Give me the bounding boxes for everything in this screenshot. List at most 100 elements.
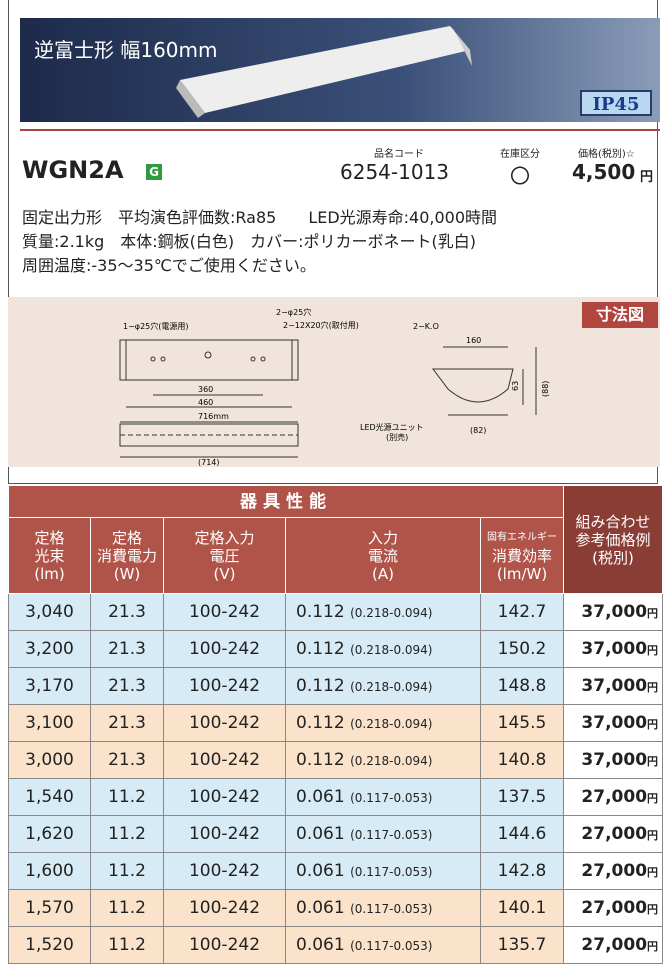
cell: 100-242 <box>163 741 286 779</box>
cell: 3,170 <box>8 667 91 705</box>
cell: 0.112 (0.218-0.094) <box>285 593 481 631</box>
frame <box>8 0 658 484</box>
cell: 1,520 <box>8 926 91 964</box>
cell: 100-242 <box>163 926 286 964</box>
price: 37,000 <box>581 750 648 770</box>
note: LED光源ユニット <box>360 422 424 432</box>
banner <box>20 18 660 122</box>
cell: 100-242 <box>163 704 286 742</box>
price-cell: 37,000円 <box>563 667 664 705</box>
price-label: 価格(税別)☆ <box>578 149 635 160</box>
cell: 140.1 <box>479 889 565 927</box>
cell: 0.112 (0.218-0.094) <box>285 667 481 705</box>
current: 0.061 <box>296 935 345 955</box>
cell: 1,540 <box>8 778 91 816</box>
price: 27,000 <box>581 861 648 881</box>
column-header: 固有エネルギー 消費効率 (lm/W) <box>479 517 565 594</box>
green-mark: G <box>146 164 162 180</box>
note: (82) <box>470 426 486 435</box>
current: 0.061 <box>296 824 345 844</box>
price-cell: 27,000円 <box>563 889 664 927</box>
price-header: 組み合わせ 参考価格例 (税別) <box>563 485 664 594</box>
note: (別売) <box>386 432 408 442</box>
diagram-label: 寸法図 <box>582 302 658 328</box>
column-header: 定格 消費電力 (W) <box>90 517 164 594</box>
badge: IP45 <box>580 90 652 116</box>
row: 1,570 11.2 100-242 0.061 (0.117-0.053) 140.1… <box>8 889 664 927</box>
price-cell: 37,000円 <box>563 704 664 742</box>
column-header: 入力 電流 (A) <box>285 517 481 594</box>
cell: 0.112 (0.218-0.094) <box>285 704 481 742</box>
column-header: 定格 光束 (lm) <box>8 517 91 594</box>
title: 逆富士形 幅160mm <box>34 38 218 62</box>
description: 周囲温度:-35～35℃でご使用ください。 <box>22 256 316 275</box>
price-cell: 27,000円 <box>563 778 664 816</box>
row: 3,040 21.3 100-242 0.112 (0.218-0.094) 142.7… <box>8 593 664 631</box>
row: 1,540 11.2 100-242 0.061 (0.117-0.053) 137.5… <box>8 778 664 816</box>
description: 固定出力形 平均演色評価数:Ra85 LED光源寿命:40,000時間 <box>22 208 498 227</box>
cell: 137.5 <box>479 778 565 816</box>
current: 0.112 <box>296 639 345 659</box>
note: 2−φ25穴 <box>276 307 311 317</box>
current-range: (0.117-0.053) <box>350 939 433 953</box>
cell: 3,200 <box>8 630 91 668</box>
cell: 1,570 <box>8 889 91 927</box>
cell: 100-242 <box>163 630 286 668</box>
current: 0.112 <box>296 602 345 622</box>
cell: 3,000 <box>8 741 91 779</box>
cell: 21.3 <box>90 704 164 742</box>
header-line: 消費電力 <box>96 546 157 565</box>
cell: 11.2 <box>90 889 164 927</box>
note: 63 <box>511 381 520 391</box>
header-line: (A) <box>372 564 394 583</box>
code: 6254-1013 <box>340 160 450 184</box>
cell: 11.2 <box>90 852 164 890</box>
row: 1,600 11.2 100-242 0.061 (0.117-0.053) 142.8… <box>8 852 664 890</box>
price: 27,000 <box>581 898 648 918</box>
cell: 100-242 <box>163 815 286 853</box>
yen: 円 <box>647 607 659 620</box>
cell: 0.061 (0.117-0.053) <box>285 889 481 927</box>
cell: 142.7 <box>479 593 565 631</box>
cell: 0.061 (0.117-0.053) <box>285 852 481 890</box>
price-cell: 37,000円 <box>563 741 664 779</box>
cell: 21.3 <box>90 741 164 779</box>
cell: 21.3 <box>90 630 164 668</box>
yen: 円 <box>647 829 659 842</box>
current: 0.061 <box>296 787 345 807</box>
cell: 3,040 <box>8 593 91 631</box>
cell: 140.8 <box>479 741 565 779</box>
header-line: (lm) <box>34 564 65 583</box>
cell: 100-242 <box>163 889 286 927</box>
header-line: 光束 <box>34 546 65 565</box>
cell: 0.112 (0.218-0.094) <box>285 630 481 668</box>
current: 0.112 <box>296 676 345 696</box>
header-line: 入力 <box>367 528 398 547</box>
cell: 0.061 (0.117-0.053) <box>285 778 481 816</box>
current-range: (0.117-0.053) <box>350 865 433 879</box>
header-line: 定格 <box>34 528 65 547</box>
spec-table: 器具性能 組み合わせ 参考価格例 (税別) 定格 光束 (lm) 定格 消費電力 (W) 定格入力… <box>7 485 664 964</box>
header-line: (W) <box>113 564 141 583</box>
header-line: (lm/W) <box>496 564 548 583</box>
cell: 1,600 <box>8 852 91 890</box>
header-line: 組み合わせ <box>575 512 651 531</box>
note: 460 <box>198 398 213 407</box>
price: 4,500 <box>572 160 636 184</box>
code-label: 品名コード <box>374 149 424 160</box>
note: (714) <box>198 458 220 467</box>
yen: 円 <box>647 718 659 731</box>
header-line: 定格入力 <box>194 528 255 547</box>
current-range: (0.218-0.094) <box>350 754 433 768</box>
price-cell: 37,000円 <box>563 630 664 668</box>
cell: 100-242 <box>163 852 286 890</box>
header-line: (税別) <box>592 548 634 567</box>
cell: 11.2 <box>90 815 164 853</box>
cell: 135.7 <box>479 926 565 964</box>
price: 37,000 <box>581 639 648 659</box>
stock-label: 在庫区分 <box>500 149 540 160</box>
price-cell: 37,000円 <box>563 593 664 631</box>
divider <box>20 129 660 131</box>
header-line: (V) <box>213 564 236 583</box>
